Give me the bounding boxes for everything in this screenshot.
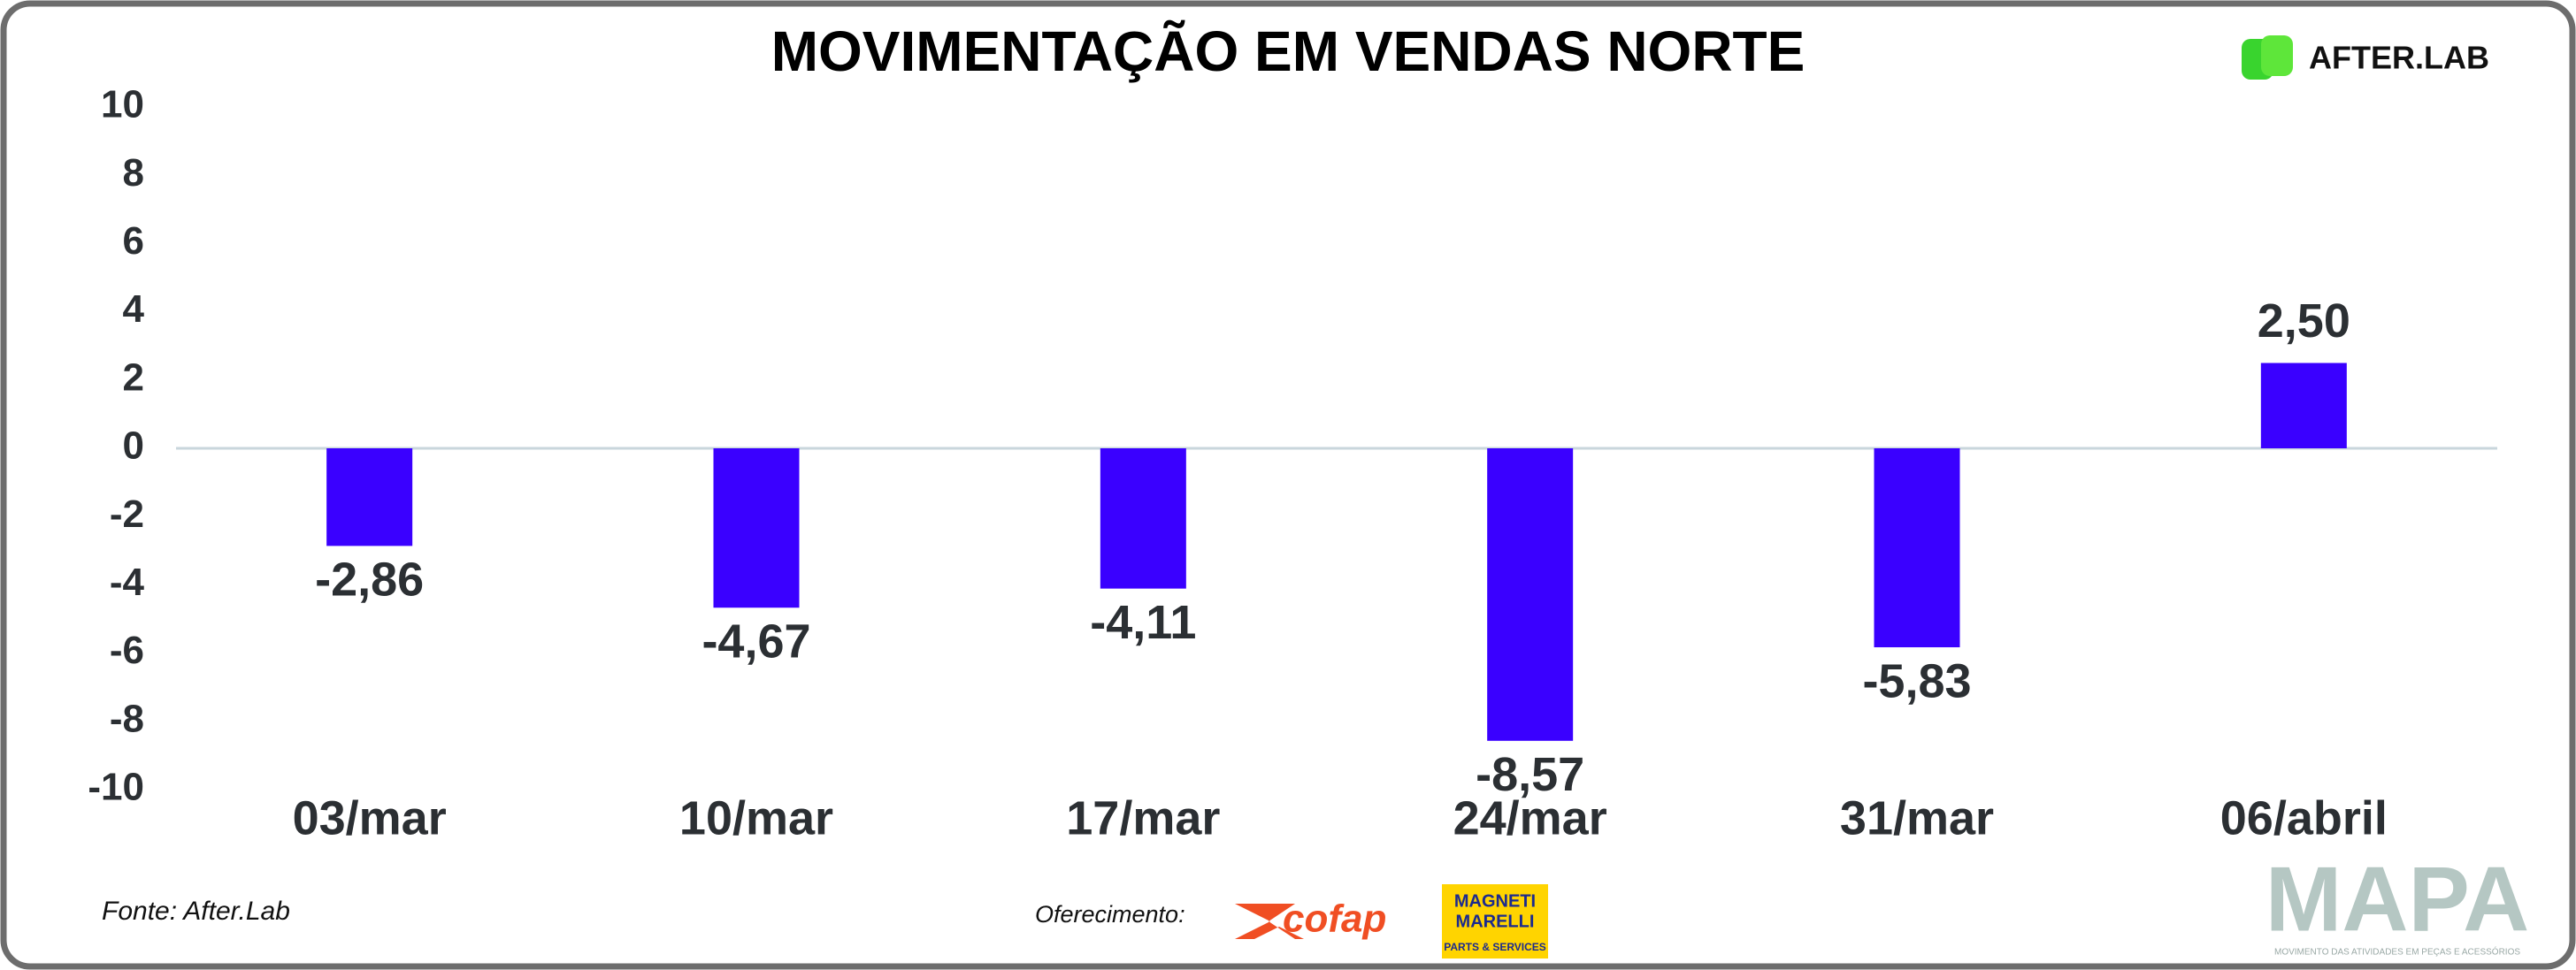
x-tick-label: 10/mar [679,791,833,844]
bar [1100,448,1186,589]
marelli-text: MAGNETI [1454,891,1536,911]
y-tick-label: 4 [123,287,145,331]
value-label: -4,67 [702,615,810,668]
value-label: -2,86 [315,554,424,607]
sponsor-cofap: cofap [1235,897,1386,941]
x-tick-label: 31/mar [1840,791,1994,844]
brand-logo: AFTER.LAB [2242,35,2489,80]
y-tick-label: -6 [110,629,144,672]
x-tick-label: 06/abril [2220,791,2388,844]
y-tick-label: 8 [123,151,144,195]
sponsor-marelli: MAGNETI MARELLI PARTS & SERVICES [1442,884,1548,959]
bar [326,448,413,546]
source: Fonte: After.Lab [102,897,290,926]
value-label: 2,50 [2258,294,2350,348]
bar [2260,363,2347,448]
y-tick-label: 10 [101,83,144,126]
bar [1487,448,1574,741]
sponsor-label: Oferecimento: [1035,901,1185,928]
y-tick-label: -10 [88,766,144,809]
value-label: -4,11 [1090,596,1196,649]
bar [713,448,800,608]
y-tick-label: 6 [123,219,144,263]
y-tick-label: -4 [110,561,145,604]
cofap-text: cofap [1283,897,1386,941]
y-tick-label: -8 [110,697,144,740]
y-tick-label: -2 [110,493,144,536]
marelli-text: MARELLI [1456,912,1535,931]
x-tick-label: 24/mar [1453,791,1607,844]
value-label: -5,83 [1862,654,1971,707]
bar [1874,448,1960,648]
x-tick-label: 17/mar [1066,791,1220,844]
y-tick-label: 0 [123,424,144,468]
marelli-sub: PARTS & SERVICES [1444,941,1546,953]
marelli-box [1442,884,1548,959]
cofap-icon [1235,904,1304,939]
brand-name: AFTER.LAB [2309,40,2489,76]
value-label: -8,57 [1476,748,1584,801]
y-tick-label: 2 [123,355,144,399]
chart-title: MOVIMENTAÇÃO EM VENDAS NORTE [771,19,1806,83]
mapa-logo: MAPA [2266,848,2530,951]
brand-icon [2261,35,2293,76]
mapa-subtitle: MOVIMENTO DAS ATIVIDADES EM PEÇAS E ACES… [2274,946,2520,958]
x-tick-label: 03/mar [293,791,447,844]
